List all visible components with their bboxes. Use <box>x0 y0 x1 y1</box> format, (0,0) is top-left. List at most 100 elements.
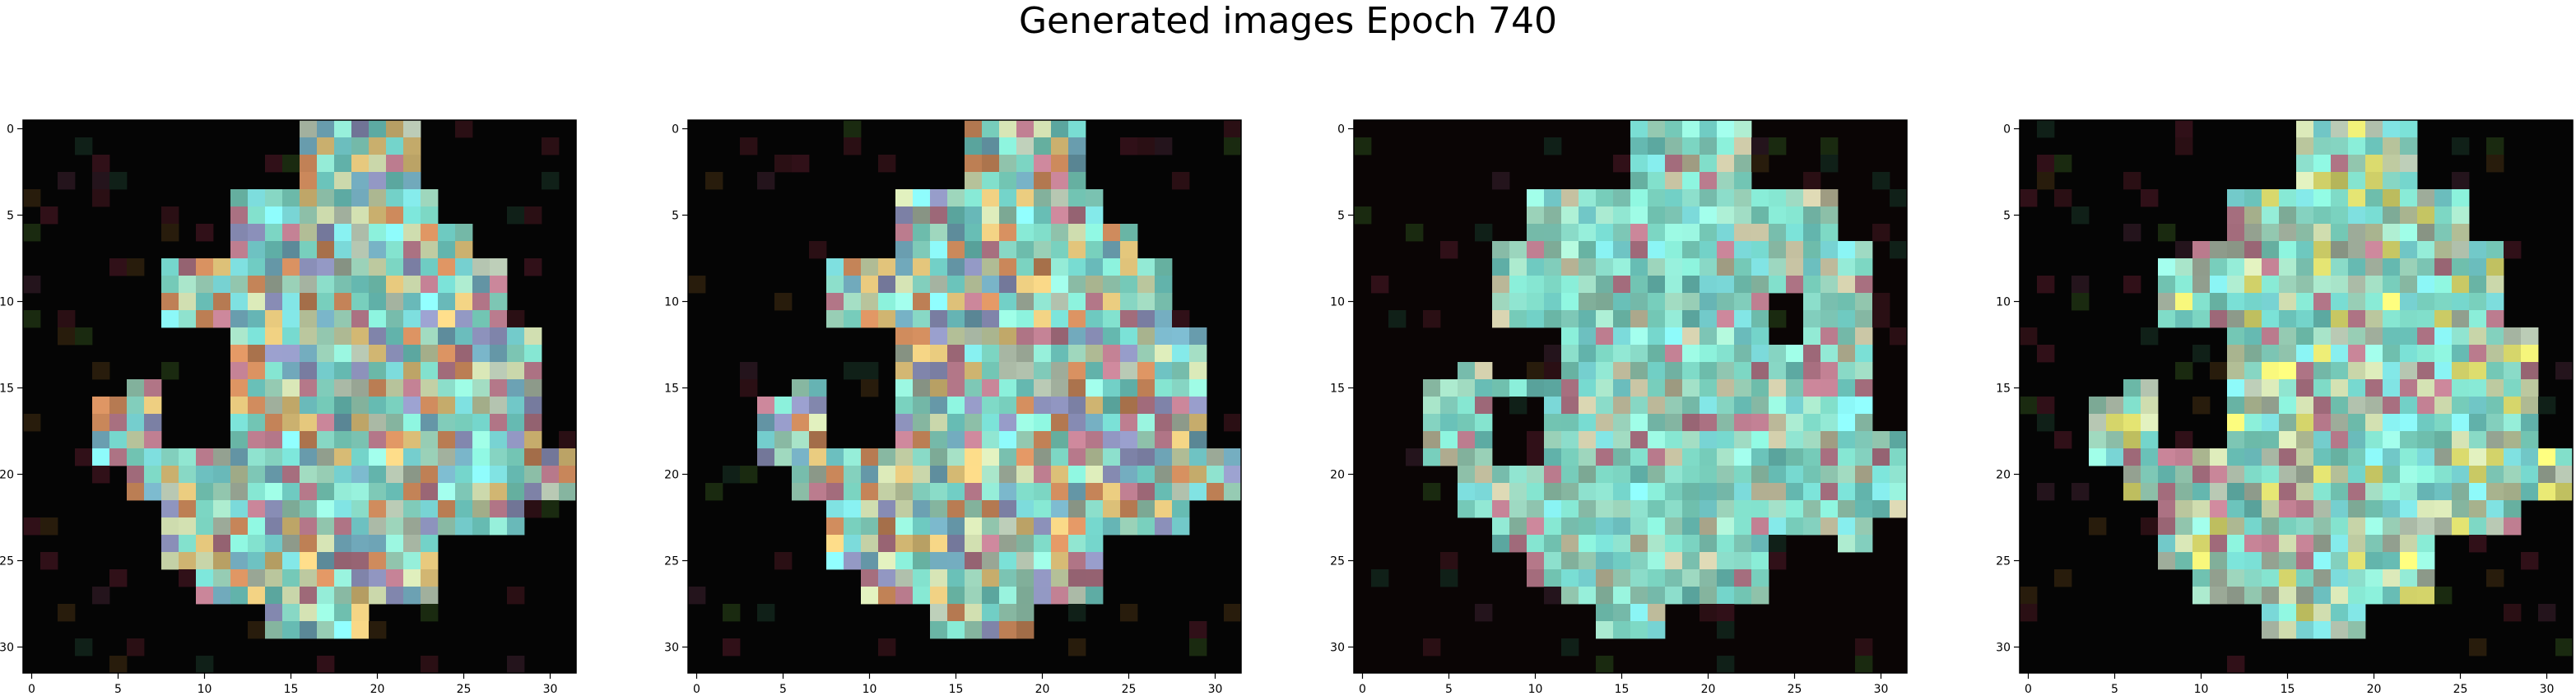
pixel <box>1855 327 1873 346</box>
pixel <box>2262 206 2280 225</box>
pixel <box>1613 276 1631 294</box>
pixel <box>2106 414 2124 432</box>
pixel <box>1527 552 1545 570</box>
pixel <box>1700 327 1718 346</box>
pixel <box>2486 276 2504 294</box>
pixel <box>1630 552 1648 570</box>
pixel <box>2417 224 2435 242</box>
pixel <box>1051 189 1069 207</box>
pixel <box>1103 327 1121 346</box>
pixel <box>1596 224 1614 242</box>
pixel <box>1544 517 1562 536</box>
pixel <box>248 517 266 536</box>
pixel <box>1492 293 1510 311</box>
pixel <box>861 466 879 484</box>
pixel <box>403 466 421 484</box>
pixel <box>1872 466 1890 484</box>
pixel <box>1492 379 1510 397</box>
pixel <box>1561 327 1579 346</box>
pixel <box>2279 500 2297 518</box>
pixel <box>2331 120 2349 138</box>
pixel <box>1120 397 1138 415</box>
pixel <box>403 552 421 570</box>
pixel <box>1855 448 1873 466</box>
pixel <box>2227 569 2245 587</box>
pixel <box>2244 258 2262 276</box>
pixel <box>438 500 456 518</box>
pixel <box>895 241 914 259</box>
pixel <box>1051 327 1069 346</box>
pixel <box>2141 379 2159 397</box>
pixel <box>2210 569 2228 587</box>
pixel <box>1838 517 1856 536</box>
pixel <box>300 258 318 276</box>
pixel <box>421 466 439 484</box>
pixel-grid <box>2020 120 2574 674</box>
pixel <box>230 241 249 259</box>
pixel <box>757 431 775 449</box>
pixel <box>1086 466 1104 484</box>
pixel <box>1890 241 1908 259</box>
pixel <box>2365 224 2383 242</box>
x-tick-label: 0 <box>693 683 700 696</box>
pixel <box>1492 466 1510 484</box>
pixel <box>282 604 300 622</box>
pixel <box>1682 120 1700 138</box>
pixel <box>1734 552 1752 570</box>
pixel <box>2262 189 2280 207</box>
pixel <box>455 362 473 380</box>
pixel <box>1630 224 1648 242</box>
pixel <box>282 224 300 242</box>
pixel <box>317 206 335 225</box>
pixel <box>1034 258 1052 276</box>
pixel <box>2469 431 2487 449</box>
pixel <box>2227 258 2245 276</box>
pixel <box>1544 258 1562 276</box>
pixel <box>1751 362 1769 380</box>
pixel <box>1838 414 1856 432</box>
pixel <box>1682 345 1700 363</box>
pixel <box>2417 431 2435 449</box>
pixel <box>1700 120 1718 138</box>
pixel <box>2262 604 2280 622</box>
pixel <box>2089 517 2107 536</box>
pixel <box>1172 448 1190 466</box>
pixel <box>248 258 266 276</box>
pixel <box>265 466 283 484</box>
pixel <box>213 587 231 605</box>
x-tick-label: 15 <box>284 683 299 696</box>
pixel <box>196 587 214 605</box>
pixel <box>947 224 965 242</box>
pixel <box>1120 414 1138 432</box>
pixel <box>1682 310 1700 328</box>
pixel <box>2089 414 2107 432</box>
pixel <box>1682 137 1700 155</box>
pixel <box>1103 448 1121 466</box>
pixel <box>2313 310 2332 328</box>
pixel <box>421 517 439 536</box>
pixel <box>1665 517 1683 536</box>
pixel <box>455 241 473 259</box>
pixel <box>999 621 1017 639</box>
pixel <box>403 206 421 225</box>
figure-title: Generated images Epoch 740 <box>1018 0 1558 42</box>
pixel <box>2400 310 2418 328</box>
pixel <box>1120 258 1138 276</box>
pixel <box>1665 120 1683 138</box>
pixel <box>1613 500 1631 518</box>
pixel <box>861 379 879 397</box>
pixel <box>2434 241 2453 259</box>
pixel <box>1034 362 1052 380</box>
pixel <box>1596 604 1614 622</box>
pixel <box>2383 379 2401 397</box>
pixel <box>2262 224 2280 242</box>
pixel <box>1700 293 1718 311</box>
pixel <box>1820 431 1839 449</box>
pixel <box>1103 414 1121 432</box>
pixel <box>161 293 179 311</box>
pixel <box>2486 327 2504 346</box>
pixel <box>1700 535 1718 553</box>
pixel <box>1682 587 1700 605</box>
pixel <box>1137 379 1155 397</box>
pixel <box>1700 448 1718 466</box>
